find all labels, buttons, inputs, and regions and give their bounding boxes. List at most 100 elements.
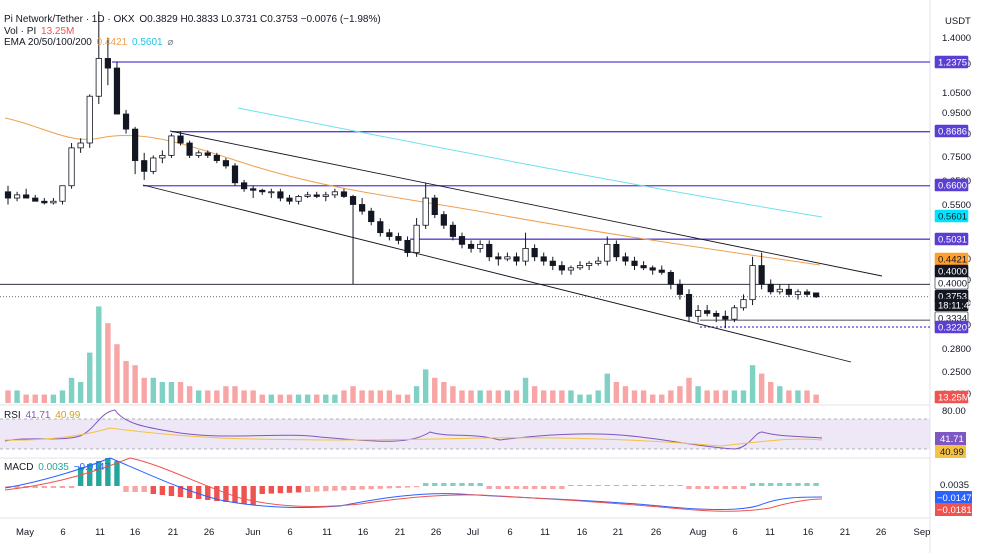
macd-bar [541, 486, 547, 489]
volume-bar [386, 390, 393, 403]
svg-text:0.5601: 0.5601 [938, 212, 967, 223]
volume-bar [105, 323, 111, 403]
candle [440, 211, 447, 229]
volume-bar [50, 394, 57, 403]
price-tick-label: 0.7500 [942, 152, 971, 163]
macd-bar [786, 483, 792, 486]
rsi-value-tag-text: 41.71 [940, 434, 964, 445]
volume-bar [758, 373, 765, 403]
candle [259, 188, 266, 195]
price-tag: 0.4000 [934, 276, 969, 290]
volume-bar [186, 386, 193, 403]
macd-signal-tag-text: −0.0181 [937, 505, 972, 516]
candle [195, 150, 202, 158]
candle [377, 218, 384, 237]
rsi-band [0, 419, 930, 449]
volume-bar [595, 390, 601, 403]
volume-bar [232, 386, 238, 403]
candle [177, 131, 184, 146]
candle [658, 265, 665, 275]
volume-bar [577, 394, 583, 403]
volume-bar [749, 365, 756, 403]
volume-bar [295, 394, 302, 403]
rsi-ma-line [4, 427, 823, 447]
macd-bar [531, 486, 538, 489]
candle [68, 143, 75, 189]
date-tick-label: 21 [840, 527, 851, 538]
candle [59, 185, 66, 205]
volume-bar [722, 390, 729, 403]
horizontal-levels [0, 61, 930, 328]
rsi-value: 41.71 [25, 410, 51, 421]
macd-bar [123, 486, 129, 492]
macd-bar [395, 486, 402, 488]
macd-bar [450, 483, 456, 486]
candle [277, 188, 284, 202]
macd-bar [586, 485, 592, 486]
price-tag: 1.2375 [934, 55, 969, 69]
volume-bar [114, 344, 120, 403]
macd-bar [704, 486, 710, 489]
candle [513, 252, 520, 266]
macd-bar [550, 486, 556, 489]
date-tick-label: 16 [803, 527, 814, 538]
volume-bar [59, 390, 66, 403]
volume-bar [68, 377, 75, 403]
date-tick-label: 11 [540, 527, 550, 538]
svg-text:13.25M: 13.25M [938, 393, 970, 404]
date-tick-label: 21 [613, 527, 624, 538]
candle [558, 261, 565, 275]
macd-bar [132, 486, 138, 492]
volume-bar [404, 394, 411, 403]
candle [368, 207, 375, 226]
volume-bar [477, 390, 483, 403]
volume-legend: Vol · PI 13.25M [4, 26, 76, 37]
macd-bar [568, 485, 574, 486]
candle [268, 188, 275, 199]
candle [23, 188, 30, 199]
candle [467, 240, 475, 253]
macd-bar [150, 486, 156, 494]
candle [168, 133, 175, 158]
candle [531, 244, 538, 262]
macd-bar [559, 486, 565, 489]
date-axis: May 6 11 16 21 26 Jun 6 11 16 21 26 Jul 6 11 16 21 26 Aug 6… [16, 527, 930, 538]
macd-hist-tag [935, 478, 970, 491]
macd-bar [114, 461, 120, 486]
macd-bar [368, 486, 374, 490]
macd-bar [341, 486, 347, 491]
price-tick-label: 1.4000 [942, 33, 971, 44]
macd-bar [59, 486, 66, 488]
volume-bar [777, 386, 783, 403]
macd-bar [250, 486, 256, 505]
price-tag: 0.6600 [934, 178, 969, 192]
volume-bar [686, 377, 692, 403]
svg-text:0.6600: 0.6600 [938, 181, 967, 192]
volume-label: Vol · PI [4, 26, 37, 37]
rsi-ma-value: 40.99 [55, 410, 81, 421]
candle [295, 194, 302, 205]
macd-bar [613, 485, 620, 486]
macd-bar [740, 486, 747, 489]
macd-bar [350, 486, 356, 490]
volume-bar [23, 394, 29, 403]
candle [104, 37, 111, 86]
candle [622, 252, 629, 266]
macd-bar [96, 461, 102, 486]
macd-bar [359, 486, 365, 490]
date-tick-label: 26 [876, 527, 887, 538]
macd-bar [486, 486, 492, 489]
rsi-ma-tag-text: 40.99 [940, 447, 964, 458]
macd-bar [159, 486, 166, 495]
macd-bar [422, 483, 429, 486]
eye-slash-icon[interactable]: ⌀ [167, 37, 174, 48]
volume-bar [150, 377, 156, 403]
macd-bar [177, 486, 184, 497]
price-tag: 0.5601 [934, 209, 969, 223]
macd-bar [223, 486, 229, 502]
volume-bar [132, 365, 138, 403]
volume-bar [531, 386, 538, 403]
volume-bar [123, 361, 129, 403]
candle [231, 163, 239, 186]
